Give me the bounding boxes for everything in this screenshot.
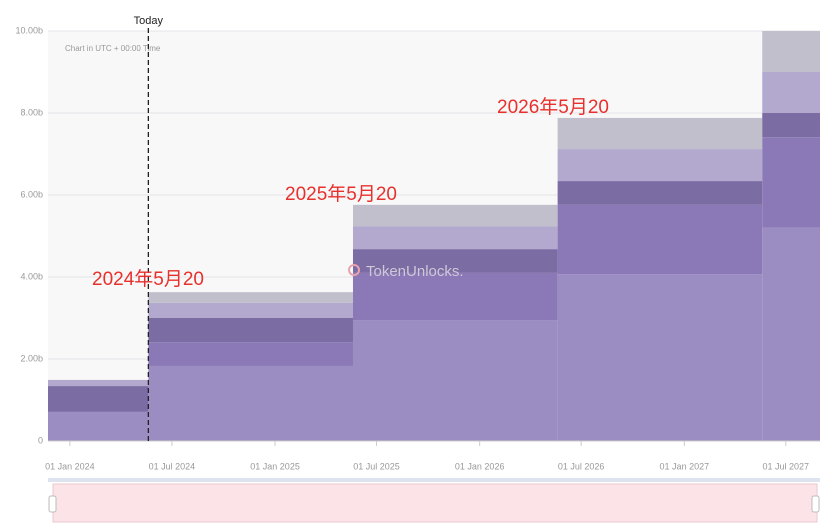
area-step — [148, 318, 353, 343]
area-step — [148, 302, 353, 318]
x-tick-label: 01 Jul 2025 — [353, 461, 400, 471]
area-step — [352, 272, 558, 321]
x-tick-label: 01 Jul 2024 — [149, 461, 196, 471]
x-tick-label: 01 Jan 2025 — [250, 461, 300, 471]
area-step — [557, 117, 763, 150]
y-tick-label: 0 — [38, 435, 43, 445]
area-step — [762, 137, 820, 228]
today-label: Today — [134, 15, 164, 27]
area-step — [48, 386, 149, 412]
area-step — [557, 149, 763, 182]
area-step — [557, 204, 763, 275]
area-step — [352, 204, 558, 227]
area-step — [762, 227, 820, 441]
x-tick-label: 01 Jan 2024 — [45, 461, 95, 471]
y-tick-label: 4.00b — [20, 271, 43, 281]
navigator-window[interactable] — [52, 483, 818, 523]
area-step — [762, 31, 820, 72]
watermark: TokenUnlocks. — [366, 263, 464, 280]
y-tick-label: 2.00b — [20, 353, 43, 363]
annotation: 2024年5月20 — [92, 268, 204, 290]
annotation: 2026年5月20 — [497, 96, 609, 118]
plot — [48, 30, 820, 442]
area-step — [352, 249, 558, 273]
area-step — [48, 379, 149, 387]
area-step — [148, 292, 353, 303]
area-step — [352, 226, 558, 250]
navigator-handle-right[interactable] — [811, 495, 820, 513]
annotation: 2025年5月20 — [285, 183, 397, 205]
x-tick-label: 01 Jul 2026 — [558, 461, 605, 471]
navigator-bar[interactable] — [48, 478, 820, 482]
area-step — [352, 320, 558, 441]
area-step — [148, 342, 353, 366]
area-step — [762, 113, 820, 138]
subtitle: Chart in UTC + 00:00 Time — [65, 44, 161, 53]
y-tick-label: 6.00b — [20, 189, 43, 199]
x-tick-label: 01 Jan 2027 — [660, 461, 710, 471]
navigator-handle-left[interactable] — [48, 495, 57, 513]
x-tick-label: 01 Jul 2027 — [763, 461, 810, 471]
area-step — [148, 365, 353, 441]
watermark-logo — [348, 264, 360, 276]
x-tick-label: 01 Jan 2026 — [455, 461, 505, 471]
area-step — [48, 411, 149, 441]
y-tick-label: 10.00b — [15, 25, 43, 35]
area-step — [762, 72, 820, 113]
area-step — [557, 274, 763, 441]
area-step — [557, 181, 763, 205]
y-tick-label: 8.00b — [20, 107, 43, 117]
